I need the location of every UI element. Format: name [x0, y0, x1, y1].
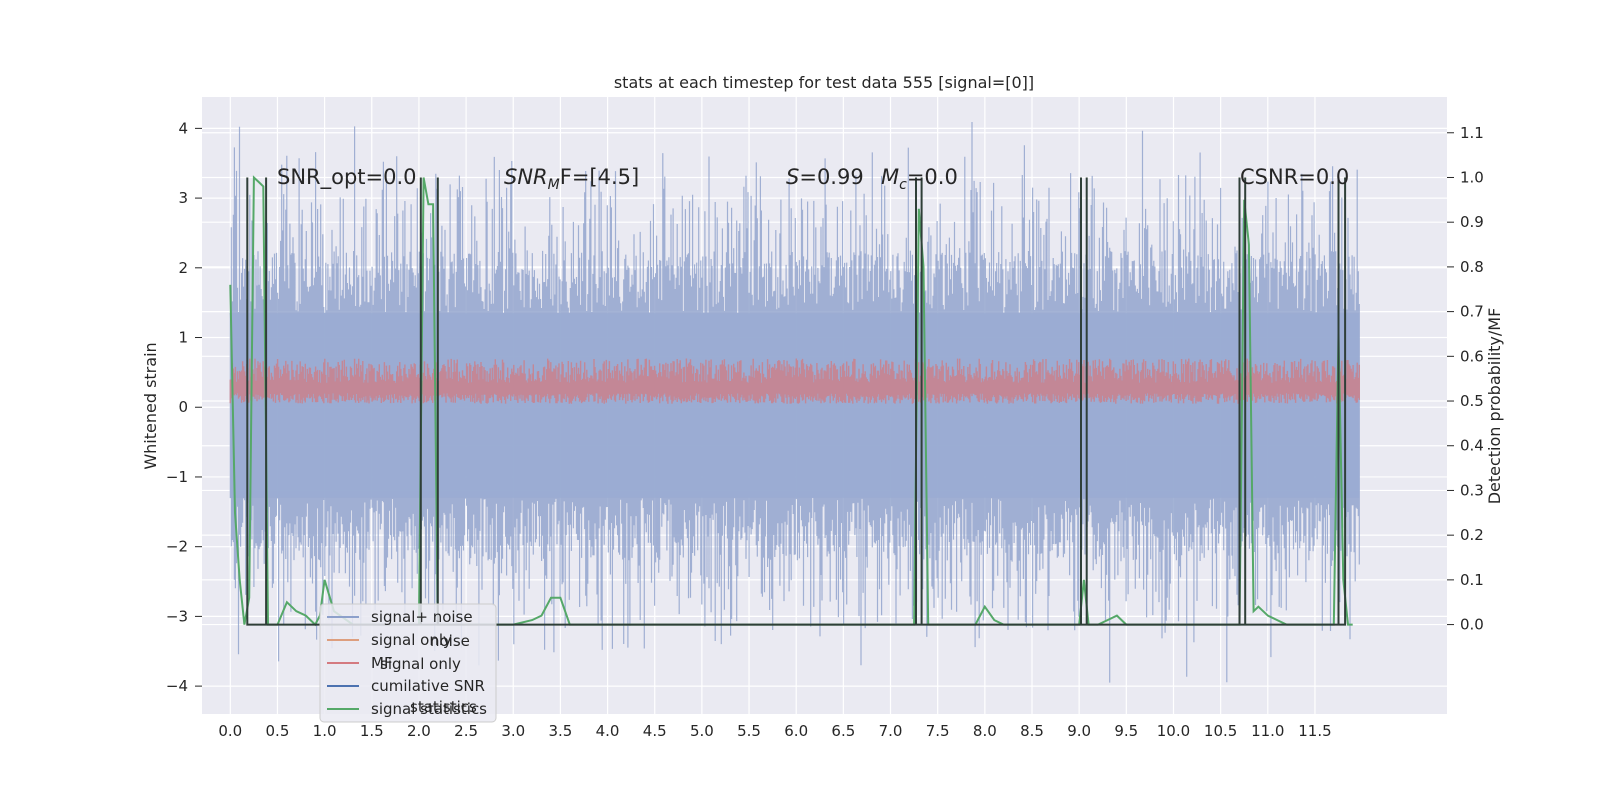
y-left-tick-label: 1	[178, 329, 188, 347]
y-left-axis-label: Whitened strain	[141, 342, 160, 469]
y-left-tick-label: −1	[166, 468, 188, 486]
y-left-tick-label: −2	[166, 538, 188, 556]
x-tick-label: 3.5	[548, 722, 572, 740]
x-tick-label: 5.0	[690, 722, 714, 740]
y-left-tick-label: 3	[178, 189, 188, 207]
x-tick-label: 2.0	[407, 722, 431, 740]
annotation-s: S=0.99	[786, 165, 864, 189]
legend-label-cumilative-snr: cumilative SNR	[371, 677, 485, 695]
x-tick-label: 8.0	[973, 722, 997, 740]
y-left-axis-ticks: 4 3 2 1 0 −1 −2 −3 −4	[166, 119, 202, 695]
y-right-tick-label: 0.9	[1460, 213, 1484, 231]
x-tick-label: 6.5	[831, 722, 855, 740]
y-right-tick-label: 0.0	[1460, 616, 1484, 634]
x-tick-label: 5.5	[737, 722, 761, 740]
x-tick-label: 11.0	[1251, 722, 1284, 740]
legend-label-signal-noise: signal+ noise	[371, 608, 473, 626]
x-tick-label: 4.5	[643, 722, 667, 740]
y-left-tick-label: −3	[166, 607, 188, 625]
legend-box	[319, 603, 497, 723]
x-tick-label: 9.0	[1067, 722, 1091, 740]
noise-band-layer	[229, 122, 1360, 683]
y-right-axis-label: Detection probability/MF	[1485, 308, 1504, 505]
x-tick-label: 0.0	[218, 722, 242, 740]
x-tick-label: 1.0	[313, 722, 337, 740]
x-tick-label: 3.0	[501, 722, 525, 740]
x-tick-label: 10.0	[1157, 722, 1190, 740]
x-tick-label: 1.5	[360, 722, 384, 740]
mf-series	[229, 358, 1360, 404]
legend-ghost-3: statistics	[410, 698, 477, 716]
legend: noise signal only statistics signal+ noi…	[319, 603, 497, 723]
x-axis-ticks: 0.0 0.5 1.0 1.5 2.0 2.5 3.0 3.5 4.0 4.5 5.0 5.5 6.0 6…	[218, 722, 1331, 740]
legend-ghost-1: noise	[430, 632, 470, 650]
y-right-tick-label: 0.7	[1460, 303, 1484, 321]
x-tick-label: 6.0	[784, 722, 808, 740]
legend-label-signal-statistics: signal statistics	[371, 700, 487, 718]
y-right-tick-label: 0.1	[1460, 571, 1484, 589]
x-tick-label: 8.5	[1020, 722, 1044, 740]
y-left-tick-label: 0	[178, 398, 188, 416]
y-right-tick-label: 0.6	[1460, 347, 1484, 365]
y-right-tick-label: 0.3	[1460, 481, 1484, 499]
x-tick-label: 2.5	[454, 722, 478, 740]
y-right-tick-label: 0.8	[1460, 258, 1484, 276]
y-right-tick-label: 0.2	[1460, 526, 1484, 544]
signal-noise-core-band	[230, 313, 1360, 498]
y-left-tick-label: 2	[178, 259, 188, 277]
y-right-tick-label: 1.1	[1460, 124, 1484, 142]
x-tick-label: 10.5	[1204, 722, 1237, 740]
annotation-snr-mf: SNRMF=[4.5]	[504, 165, 639, 193]
y-right-tick-label: 1.0	[1460, 168, 1484, 186]
annotation-snr-opt: SNR_opt=0.0	[277, 165, 417, 190]
x-tick-label: 7.5	[926, 722, 950, 740]
annotation-mc: Mc=0.0	[881, 165, 958, 193]
legend-label-signal-only: signal only	[371, 631, 452, 649]
annotation-csnr: CSNR=0.0	[1240, 165, 1349, 189]
y-right-axis-ticks: 1.1 1.0 0.9 0.8 0.7 0.6 0.5 0.4 0.3 0.2 0.1 0.0	[1447, 124, 1484, 634]
y-right-tick-label: 0.4	[1460, 437, 1484, 455]
x-tick-label: 7.0	[879, 722, 903, 740]
legend-label-mf: MF	[371, 654, 393, 672]
y-right-tick-label: 0.5	[1460, 392, 1484, 410]
x-tick-label: 11.5	[1298, 722, 1331, 740]
legend-ghost-2: signal only	[380, 655, 461, 673]
x-tick-label: 0.5	[266, 722, 290, 740]
y-left-tick-label: 4	[178, 119, 188, 137]
x-tick-label: 9.5	[1114, 722, 1138, 740]
x-tick-label: 4.0	[596, 722, 620, 740]
y-left-tick-label: −4	[166, 677, 188, 695]
chart-title: stats at each timestep for test data 555…	[614, 73, 1034, 92]
